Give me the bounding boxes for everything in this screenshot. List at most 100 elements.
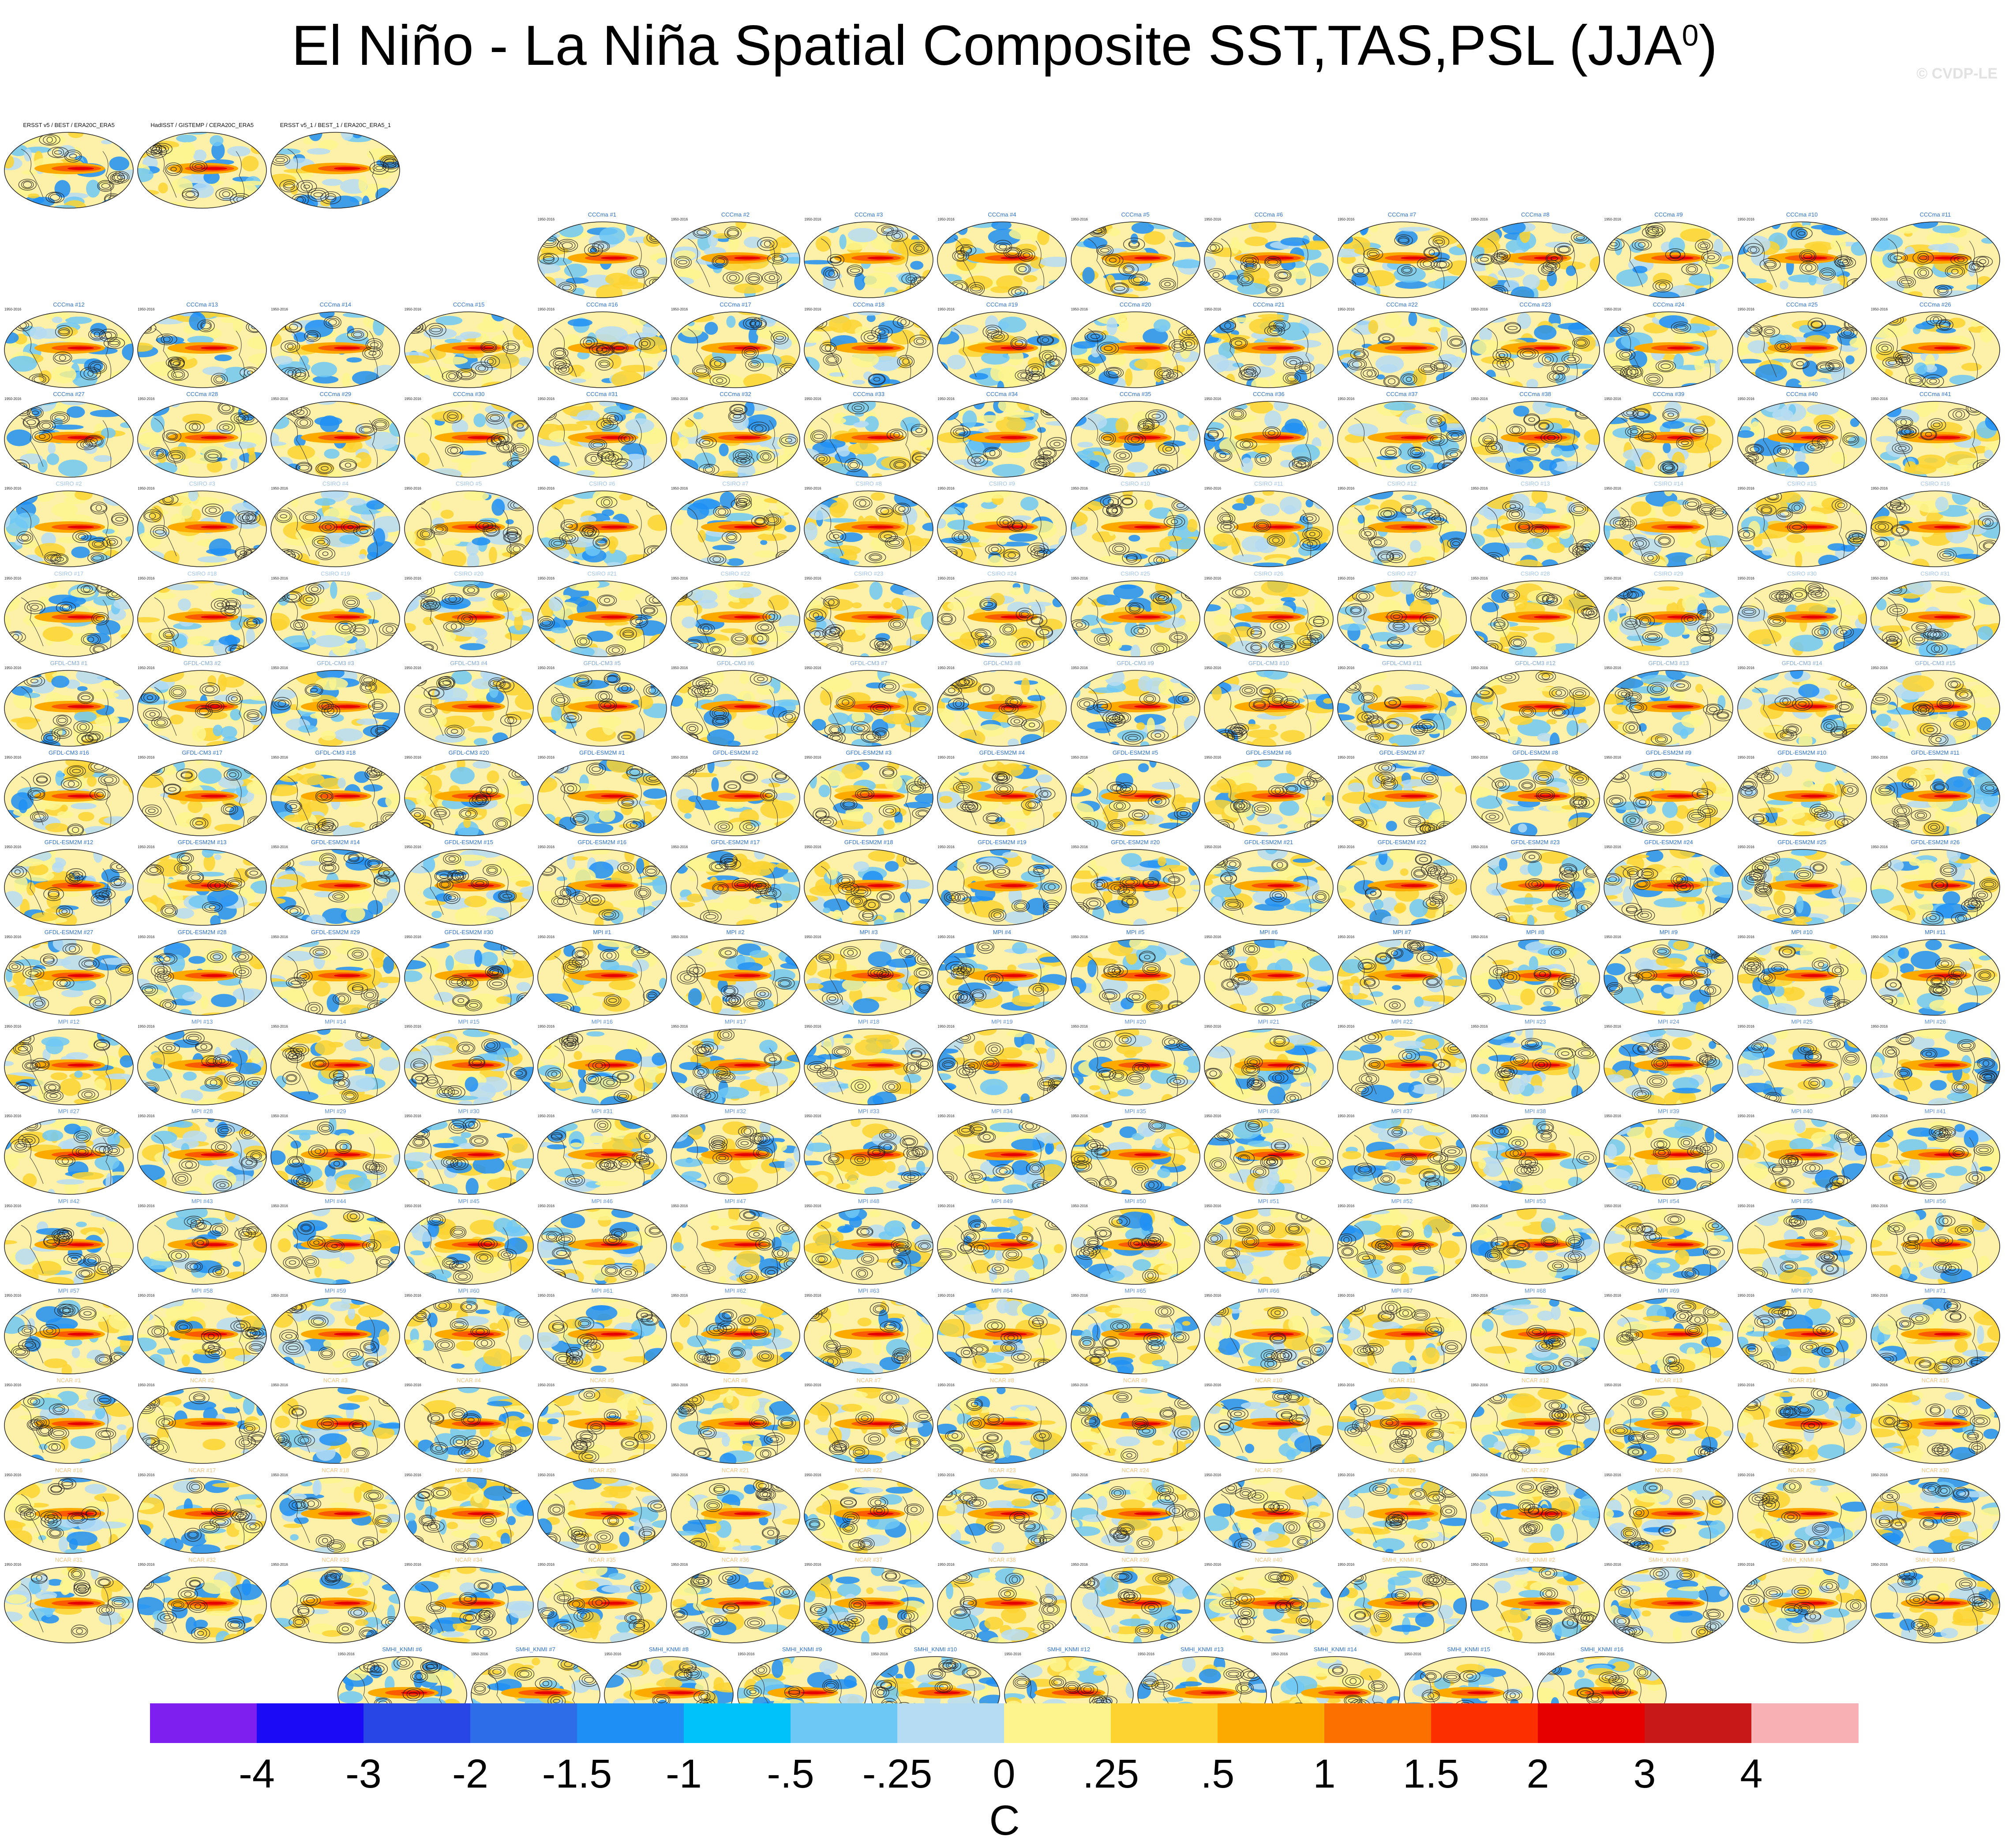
map-panel: MPI #40 1950-2016 — [1737, 1108, 1867, 1196]
panel-title: MPI #47 — [724, 1197, 746, 1205]
panel-title: MPI #62 — [724, 1287, 746, 1294]
panel-years: 1950-2016 — [1870, 1204, 1888, 1208]
global-map — [137, 1567, 267, 1643]
panel-title: MPI #50 — [1124, 1197, 1146, 1205]
panel-title: CCCma #10 — [1786, 211, 1818, 218]
panel-title: CSIRO #27 — [1387, 570, 1417, 577]
map-panel: GFDL-CM3 #11 1950-2016 — [1337, 660, 1467, 748]
map-panel: NCAR #14 1950-2016 — [1737, 1377, 1867, 1465]
panel-title: CCCma #22 — [1386, 301, 1418, 308]
panel-years: 1950-2016 — [1737, 1562, 1754, 1567]
map-panel: CSIRO #28 1950-2016 — [1470, 570, 1600, 658]
map-panel: NCAR #39 1950-2016 — [1070, 1556, 1201, 1645]
map-panel: MPI #20 1950-2016 — [1070, 1018, 1201, 1107]
global-map — [1870, 311, 2000, 388]
panel-title: CCCma #40 — [1786, 390, 1818, 397]
global-map — [937, 1477, 1067, 1554]
panel-title: GFDL-ESM2M #21 — [1244, 839, 1293, 846]
map-panel: GFDL-CM3 #9 1950-2016 — [1070, 660, 1201, 748]
panel-years: 1950-2016 — [271, 756, 288, 760]
global-map — [671, 1208, 800, 1285]
panel-years: 1950-2016 — [4, 756, 22, 760]
global-map — [1070, 849, 1200, 926]
panel-title: NCAR #29 — [1788, 1466, 1816, 1474]
map-panel: GFDL-ESM2M #29 1950-2016 — [270, 929, 401, 1017]
global-map — [804, 311, 933, 388]
map-panel: CSIRO #20 1950-2016 — [404, 570, 534, 658]
map-panel: NCAR #12 1950-2016 — [1470, 1377, 1600, 1465]
panel-title: GFDL-CM3 #8 — [983, 659, 1021, 666]
global-map — [1470, 1298, 1600, 1374]
map-panel: CCCma #23 1950-2016 — [1470, 301, 1600, 389]
panel-years: 1950-2016 — [1737, 576, 1754, 580]
panel-title: GFDL-ESM2M #8 — [1512, 749, 1558, 756]
global-map — [137, 759, 267, 836]
colorbar-segment — [1004, 1703, 1111, 1743]
global-map — [270, 311, 401, 388]
panel-title: GFDL-ESM2M #28 — [177, 928, 227, 935]
global-map — [4, 1208, 134, 1285]
global-map — [1604, 1029, 1734, 1105]
map-panel: CSIRO #6 1950-2016 — [537, 480, 667, 569]
map-panel: MPI #1 1950-2016 — [537, 929, 667, 1017]
global-map — [1470, 1208, 1600, 1285]
map-panel: CCCma #39 1950-2016 — [1603, 391, 1734, 479]
panel-years: 1950-2016 — [537, 935, 555, 939]
map-panel: NCAR #26 1950-2016 — [1337, 1467, 1467, 1555]
panel-years: 1950-2016 — [671, 486, 688, 491]
global-map — [1337, 221, 1467, 299]
global-map — [537, 401, 667, 478]
map-panel: CSIRO #14 1950-2016 — [1603, 480, 1734, 569]
panel-years: 1950-2016 — [1471, 486, 1488, 491]
panel-years: 1950-2016 — [937, 217, 955, 222]
panel-title: NCAR #34 — [455, 1556, 483, 1563]
global-map — [1870, 401, 2000, 478]
panel-title: CCCma #12 — [53, 301, 85, 308]
panel-title: NCAR #1 — [56, 1377, 81, 1384]
global-map — [671, 1567, 800, 1643]
global-map — [537, 759, 667, 836]
global-map — [937, 1298, 1067, 1374]
panel-title: NCAR #5 — [590, 1377, 615, 1384]
map-panel: NCAR #31 1950-2016 — [4, 1556, 134, 1645]
map-panel: MPI #14 1950-2016 — [270, 1018, 401, 1107]
global-map — [937, 670, 1067, 747]
map-panel: GFDL-CM3 #7 1950-2016 — [803, 660, 934, 748]
panel-title: CCCma #7 — [1387, 211, 1417, 218]
panel-title: MPI #19 — [991, 1018, 1013, 1025]
global-map — [1204, 1298, 1334, 1374]
map-panel: MPI #69 1950-2016 — [1603, 1287, 1734, 1376]
global-map — [1204, 1477, 1334, 1554]
global-map — [1604, 221, 1734, 299]
colorbar-tick-label: .5 — [1200, 1751, 1235, 1796]
global-map — [270, 1208, 401, 1285]
panel-years: 1950-2016 — [1338, 576, 1355, 580]
panel-title: SMHI_KNMI #7 — [515, 1646, 555, 1653]
panel-title: GFDL-ESM2M #29 — [311, 928, 360, 935]
map-panel: MPI #7 1950-2016 — [1337, 929, 1467, 1017]
panel-years: 1950-2016 — [271, 1383, 288, 1388]
map-panel: CCCma #21 1950-2016 — [1203, 301, 1334, 389]
map-panel: GFDL-ESM2M #24 1950-2016 — [1603, 839, 1734, 927]
panel-years: 1950-2016 — [1604, 1204, 1621, 1208]
colorbar-segment — [897, 1703, 1004, 1743]
panel-years: 1950-2016 — [671, 756, 688, 760]
panel-title: GFDL-ESM2M #9 — [1645, 749, 1692, 756]
panel-years: 1950-2016 — [1471, 1025, 1488, 1029]
panel-title: SMHI_KNMI #8 — [648, 1646, 689, 1653]
panel-years: 1950-2016 — [1338, 307, 1355, 311]
panel-years: 1950-2016 — [537, 845, 555, 849]
panel-title: NCAR #12 — [1522, 1377, 1549, 1384]
map-panel: NCAR #37 1950-2016 — [803, 1556, 934, 1645]
map-panel: NCAR #27 1950-2016 — [1470, 1467, 1600, 1555]
global-map — [537, 490, 667, 567]
global-map — [137, 1298, 267, 1374]
panel-years: 1950-2016 — [4, 1204, 22, 1208]
global-map — [404, 311, 534, 388]
panel-title: NCAR #22 — [855, 1466, 883, 1474]
global-map — [1337, 401, 1467, 478]
map-panel: CSIRO #30 1950-2016 — [1737, 570, 1867, 658]
global-map — [671, 1477, 800, 1554]
map-panel: CSIRO #22 1950-2016 — [670, 570, 801, 658]
global-map — [404, 1387, 534, 1464]
